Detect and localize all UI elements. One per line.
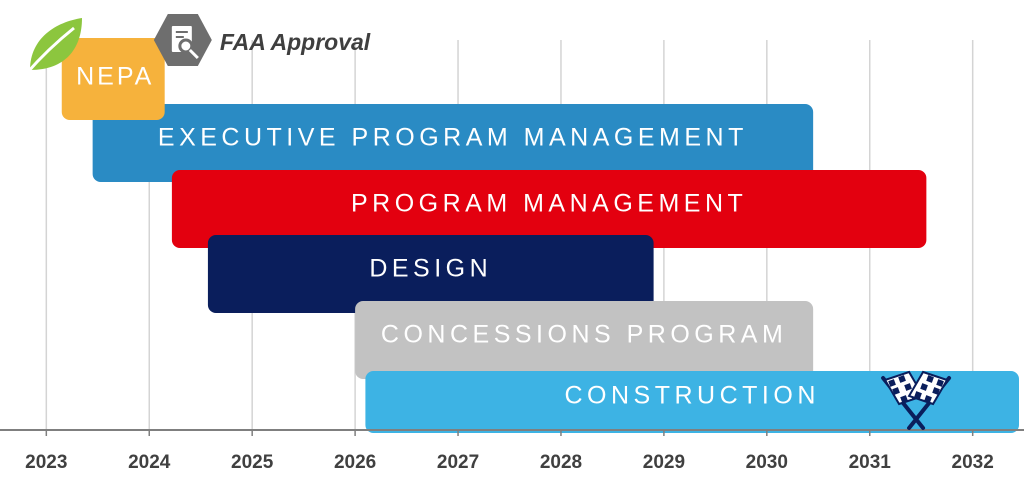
milestones: NEPA FAA Approval: [24, 14, 952, 430]
task-bar-group: PROGRAM MANAGEMENT: [171, 170, 927, 248]
checkered-flags-icon: [881, 370, 952, 430]
faa-approval-label: FAA Approval: [220, 29, 371, 55]
tick-label: 2028: [540, 452, 582, 473]
task-label: EXECUTIVE PROGRAM MANAGEMENT: [158, 124, 748, 152]
task-bar: [207, 235, 654, 313]
tick-label: 2023: [25, 452, 67, 473]
tick-label: 2025: [231, 452, 274, 473]
x-axis-ticks: 2023 2024 2025 2026 2027 2028 2029 2030 2031 2032: [25, 430, 994, 473]
nepa-milestone-box: [61, 38, 165, 120]
task-label: CONCESSIONS PROGRAM: [381, 321, 787, 349]
task-bar: [171, 170, 927, 248]
task-bar: [92, 104, 814, 182]
task-bar-group: DESIGN: [207, 235, 654, 313]
tick-label: 2030: [746, 452, 788, 473]
task-label: CONSTRUCTION: [565, 382, 820, 410]
tick-label: 2024: [128, 452, 171, 473]
nepa-label: NEPA: [76, 63, 154, 91]
tick-label: 2029: [643, 452, 685, 473]
document-search-icon: [153, 14, 212, 66]
task-bar-group: CONCESSIONS PROGRAM: [355, 301, 814, 379]
task-bars: EXECUTIVE PROGRAM MANAGEMENT PROGRAM MANA…: [92, 104, 1019, 433]
tick-label: 2027: [437, 452, 479, 473]
tick-label: 2031: [849, 452, 892, 473]
leaf-icon: [24, 18, 82, 75]
task-label: PROGRAM MANAGEMENT: [351, 190, 747, 218]
tick-label: 2026: [334, 452, 376, 473]
task-label: DESIGN: [369, 255, 492, 283]
tick-label: 2032: [952, 452, 994, 473]
task-bar: [365, 371, 1019, 433]
task-bar-group: CONSTRUCTION: [365, 371, 1019, 433]
task-bar-group: EXECUTIVE PROGRAM MANAGEMENT: [92, 104, 814, 182]
task-bar: [355, 301, 814, 379]
